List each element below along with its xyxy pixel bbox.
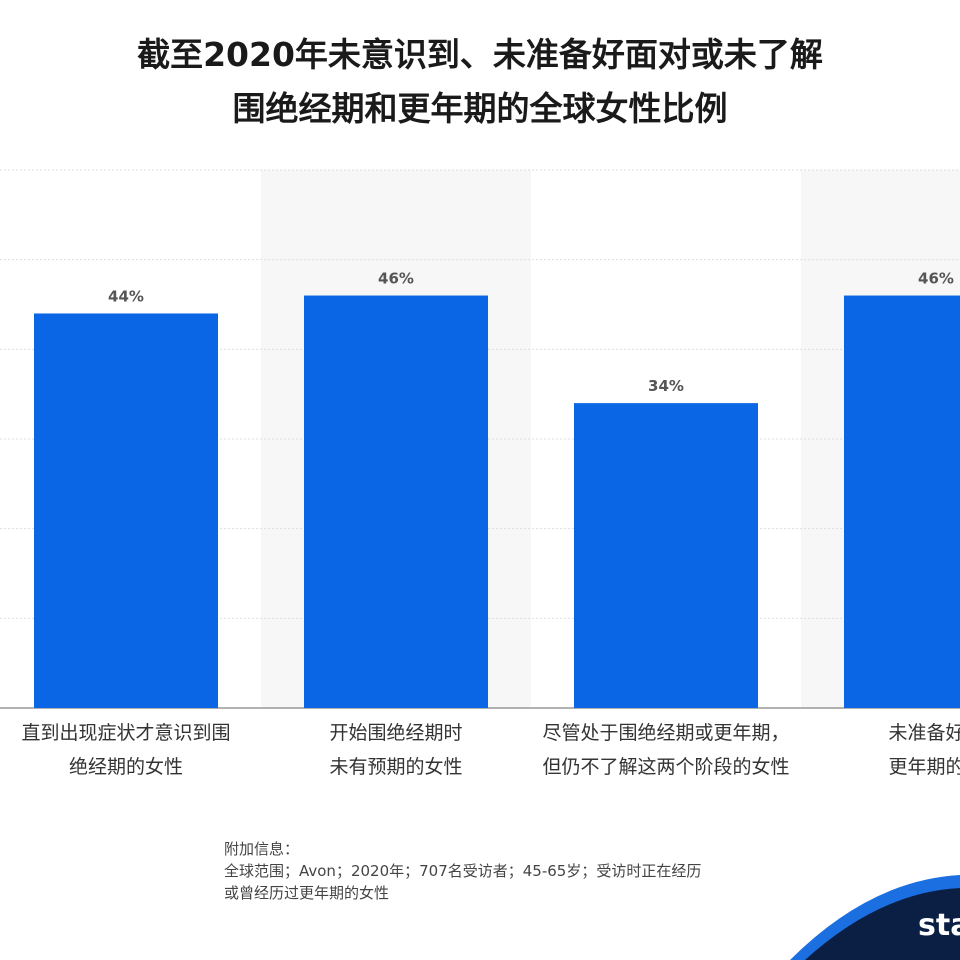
bar-chart: 44% 46% 34% 46% <box>0 169 960 709</box>
bars <box>34 295 960 708</box>
category-label-line: 但仍不了解这两个阶段的女性 <box>542 756 790 778</box>
category-label-line: 更年期的女 <box>888 756 960 778</box>
data-labels: 44% 46% 34% 46% <box>108 270 954 396</box>
chart-title-line-2: 围绝经期和更年期的全球女性比例 <box>232 89 728 128</box>
brand-logo-text: sta <box>918 908 960 943</box>
additional-info: 附加信息： 全球范围；Avon；2020年；707名受访者；45-65岁；受访时… <box>224 838 701 904</box>
data-label: 46% <box>918 270 954 288</box>
category-label-line: 开始围绝经期时 <box>329 722 463 744</box>
category-label-line: 绝经期的女性 <box>68 756 183 778</box>
chart-title-line-1: 截至2020年未意识到、未准备好面对或未了解 <box>137 35 823 74</box>
category-label: 开始围绝经期时 未有预期的女性 <box>261 716 531 784</box>
data-label: 44% <box>108 287 144 305</box>
brand-swoosh <box>805 888 960 960</box>
category-label-line: 尽管处于围绝经期或更年期， <box>542 722 790 744</box>
data-label: 34% <box>648 377 684 395</box>
data-label: 46% <box>378 270 414 288</box>
category-label-line: 未有预期的女性 <box>329 756 463 778</box>
additional-info-line-2: 或曾经历过更年期的女性 <box>224 884 390 902</box>
category-label-line: 未准备好面 <box>888 722 960 744</box>
bar[interactable] <box>304 295 488 708</box>
additional-info-heading: 附加信息： <box>224 840 300 858</box>
category-label-line: 直到出现症状才意识到围 <box>21 722 231 744</box>
chart-title: 截至2020年未意识到、未准备好面对或未了解 围绝经期和更年期的全球女性比例 <box>0 28 960 136</box>
category-label: 尽管处于围绝经期或更年期， 但仍不了解这两个阶段的女性 <box>531 716 801 784</box>
bar[interactable] <box>34 313 218 708</box>
bar[interactable] <box>574 403 758 708</box>
category-label: 直到出现症状才意识到围 绝经期的女性 <box>0 716 261 784</box>
bar[interactable] <box>844 295 960 708</box>
category-label: 未准备好面更年期的女 <box>801 716 960 784</box>
additional-info-line-1: 全球范围；Avon；2020年；707名受访者；45-65岁；受访时正在经历 <box>224 862 702 880</box>
